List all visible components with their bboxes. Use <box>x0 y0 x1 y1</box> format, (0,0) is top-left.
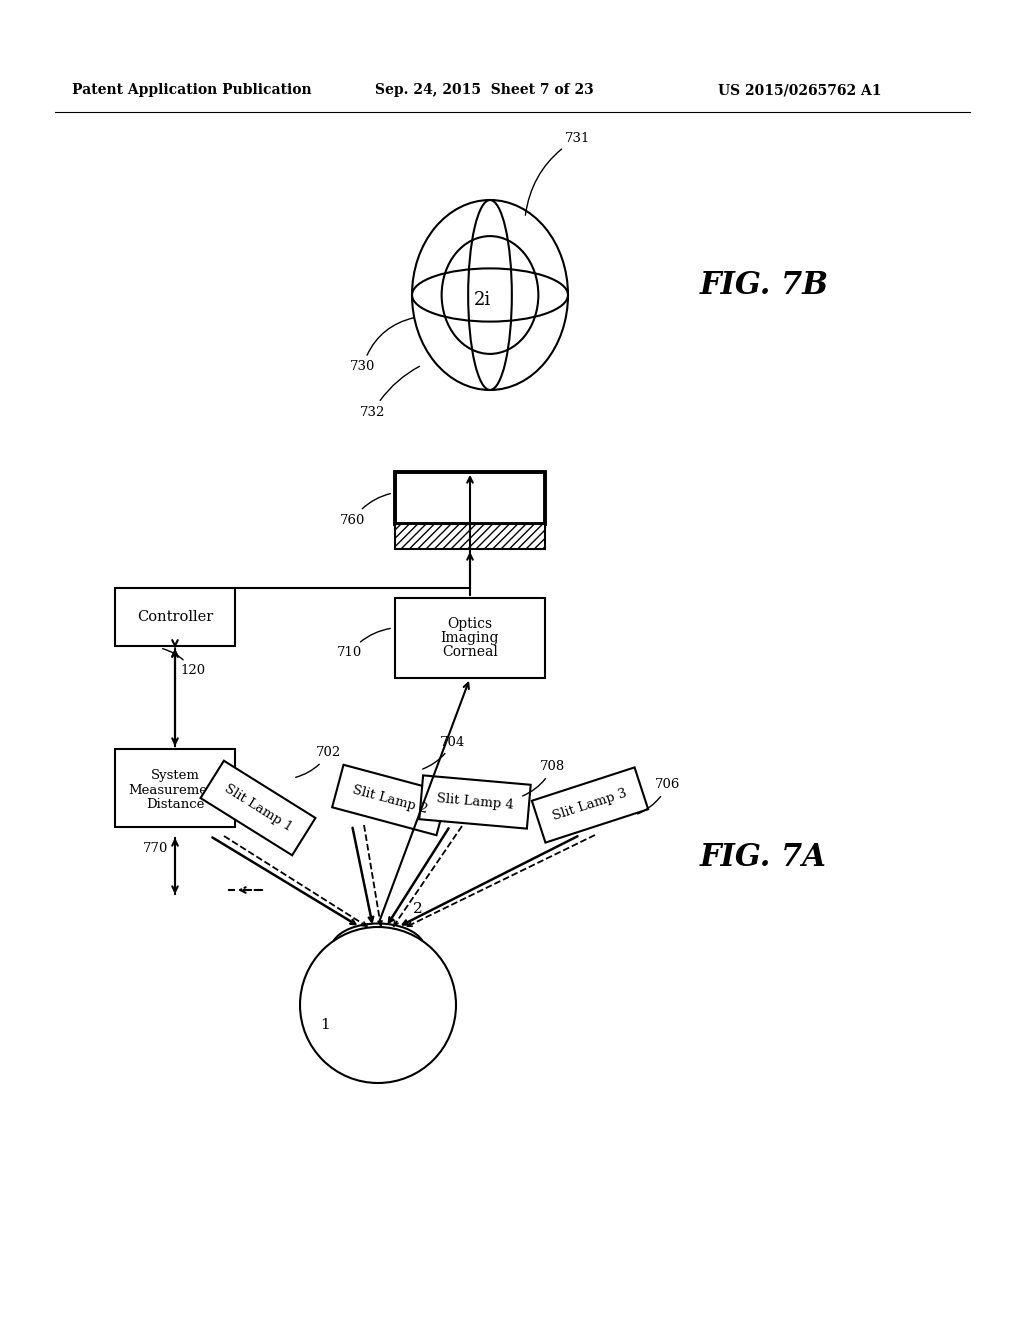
Text: FIG. 7B: FIG. 7B <box>700 269 829 301</box>
Text: 760: 760 <box>340 494 390 527</box>
Text: 120: 120 <box>163 648 205 677</box>
Bar <box>395 598 545 678</box>
Text: Slit Lamp 3: Slit Lamp 3 <box>551 787 629 824</box>
Bar <box>531 767 648 842</box>
Bar <box>115 587 234 645</box>
Text: 732: 732 <box>360 366 420 418</box>
Text: 770: 770 <box>143 842 168 855</box>
Bar <box>419 775 530 829</box>
Text: Distance: Distance <box>145 797 204 810</box>
Bar <box>115 748 234 828</box>
Text: Patent Application Publication: Patent Application Publication <box>72 83 311 96</box>
Text: 704: 704 <box>423 735 465 770</box>
Text: 2: 2 <box>413 902 423 916</box>
Text: Measurement: Measurement <box>129 784 221 796</box>
Text: 731: 731 <box>525 132 591 215</box>
Bar <box>332 764 447 836</box>
Text: Controller: Controller <box>137 610 213 624</box>
Text: 2i: 2i <box>473 290 490 309</box>
Text: System: System <box>151 770 200 783</box>
Bar <box>395 524 545 549</box>
Text: Slit Lamp 2: Slit Lamp 2 <box>351 784 429 816</box>
Text: Sep. 24, 2015  Sheet 7 of 23: Sep. 24, 2015 Sheet 7 of 23 <box>375 83 594 96</box>
Text: Imaging: Imaging <box>440 631 500 645</box>
Text: 706: 706 <box>638 779 680 814</box>
Text: Slit Lamp 1: Slit Lamp 1 <box>222 781 294 834</box>
Text: 708: 708 <box>522 760 565 796</box>
Text: FIG. 7A: FIG. 7A <box>700 842 826 874</box>
Text: Slit Lamp 4: Slit Lamp 4 <box>436 792 514 812</box>
Bar <box>201 760 315 855</box>
Text: Optics: Optics <box>447 616 493 631</box>
Text: Corneal: Corneal <box>442 645 498 659</box>
Text: 730: 730 <box>350 318 415 374</box>
Text: 1: 1 <box>319 1018 330 1032</box>
Bar <box>395 473 545 524</box>
Text: US 2015/0265762 A1: US 2015/0265762 A1 <box>718 83 882 96</box>
Text: 702: 702 <box>296 747 341 777</box>
Text: 710: 710 <box>337 628 390 660</box>
